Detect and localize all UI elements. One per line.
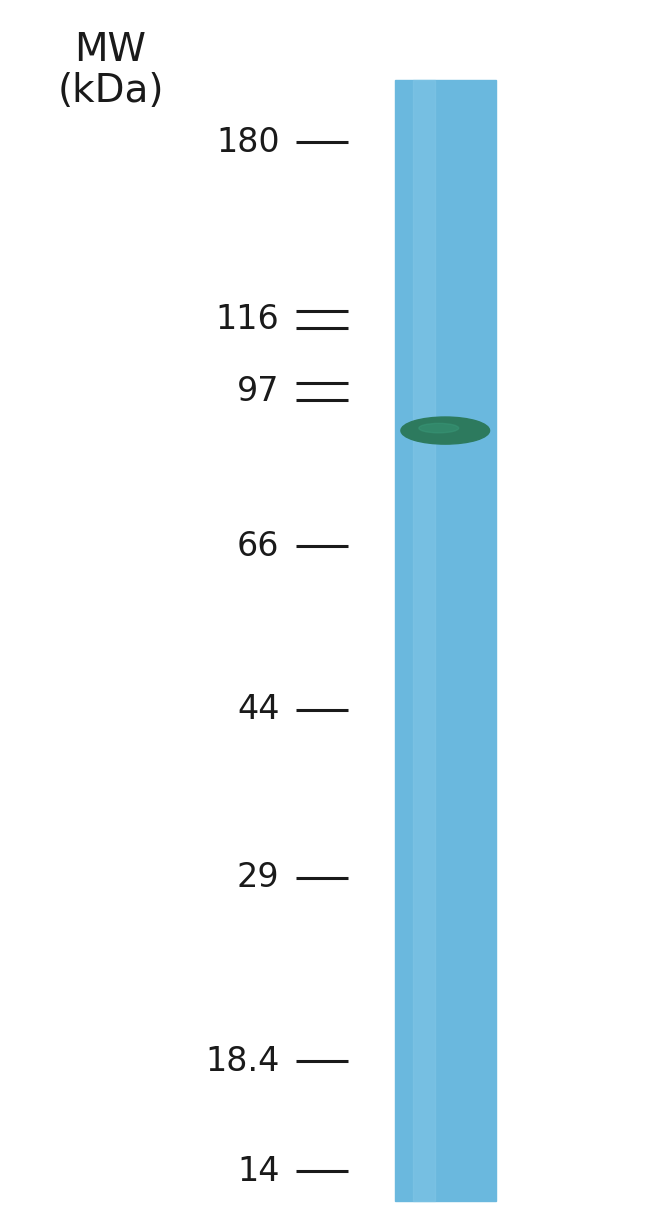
Text: 29: 29 [237,861,280,894]
Text: 116: 116 [216,303,280,336]
Ellipse shape [401,416,489,444]
Ellipse shape [419,424,459,432]
Text: 14: 14 [237,1154,280,1188]
Text: 44: 44 [237,694,280,727]
Text: 66: 66 [237,530,280,563]
Text: 180: 180 [216,126,280,159]
Text: MW
(kDa): MW (kDa) [57,31,164,110]
Bar [413,80,436,1201]
Text: 18.4: 18.4 [205,1045,280,1078]
Text: 97: 97 [237,375,280,408]
Bar [395,80,495,1201]
